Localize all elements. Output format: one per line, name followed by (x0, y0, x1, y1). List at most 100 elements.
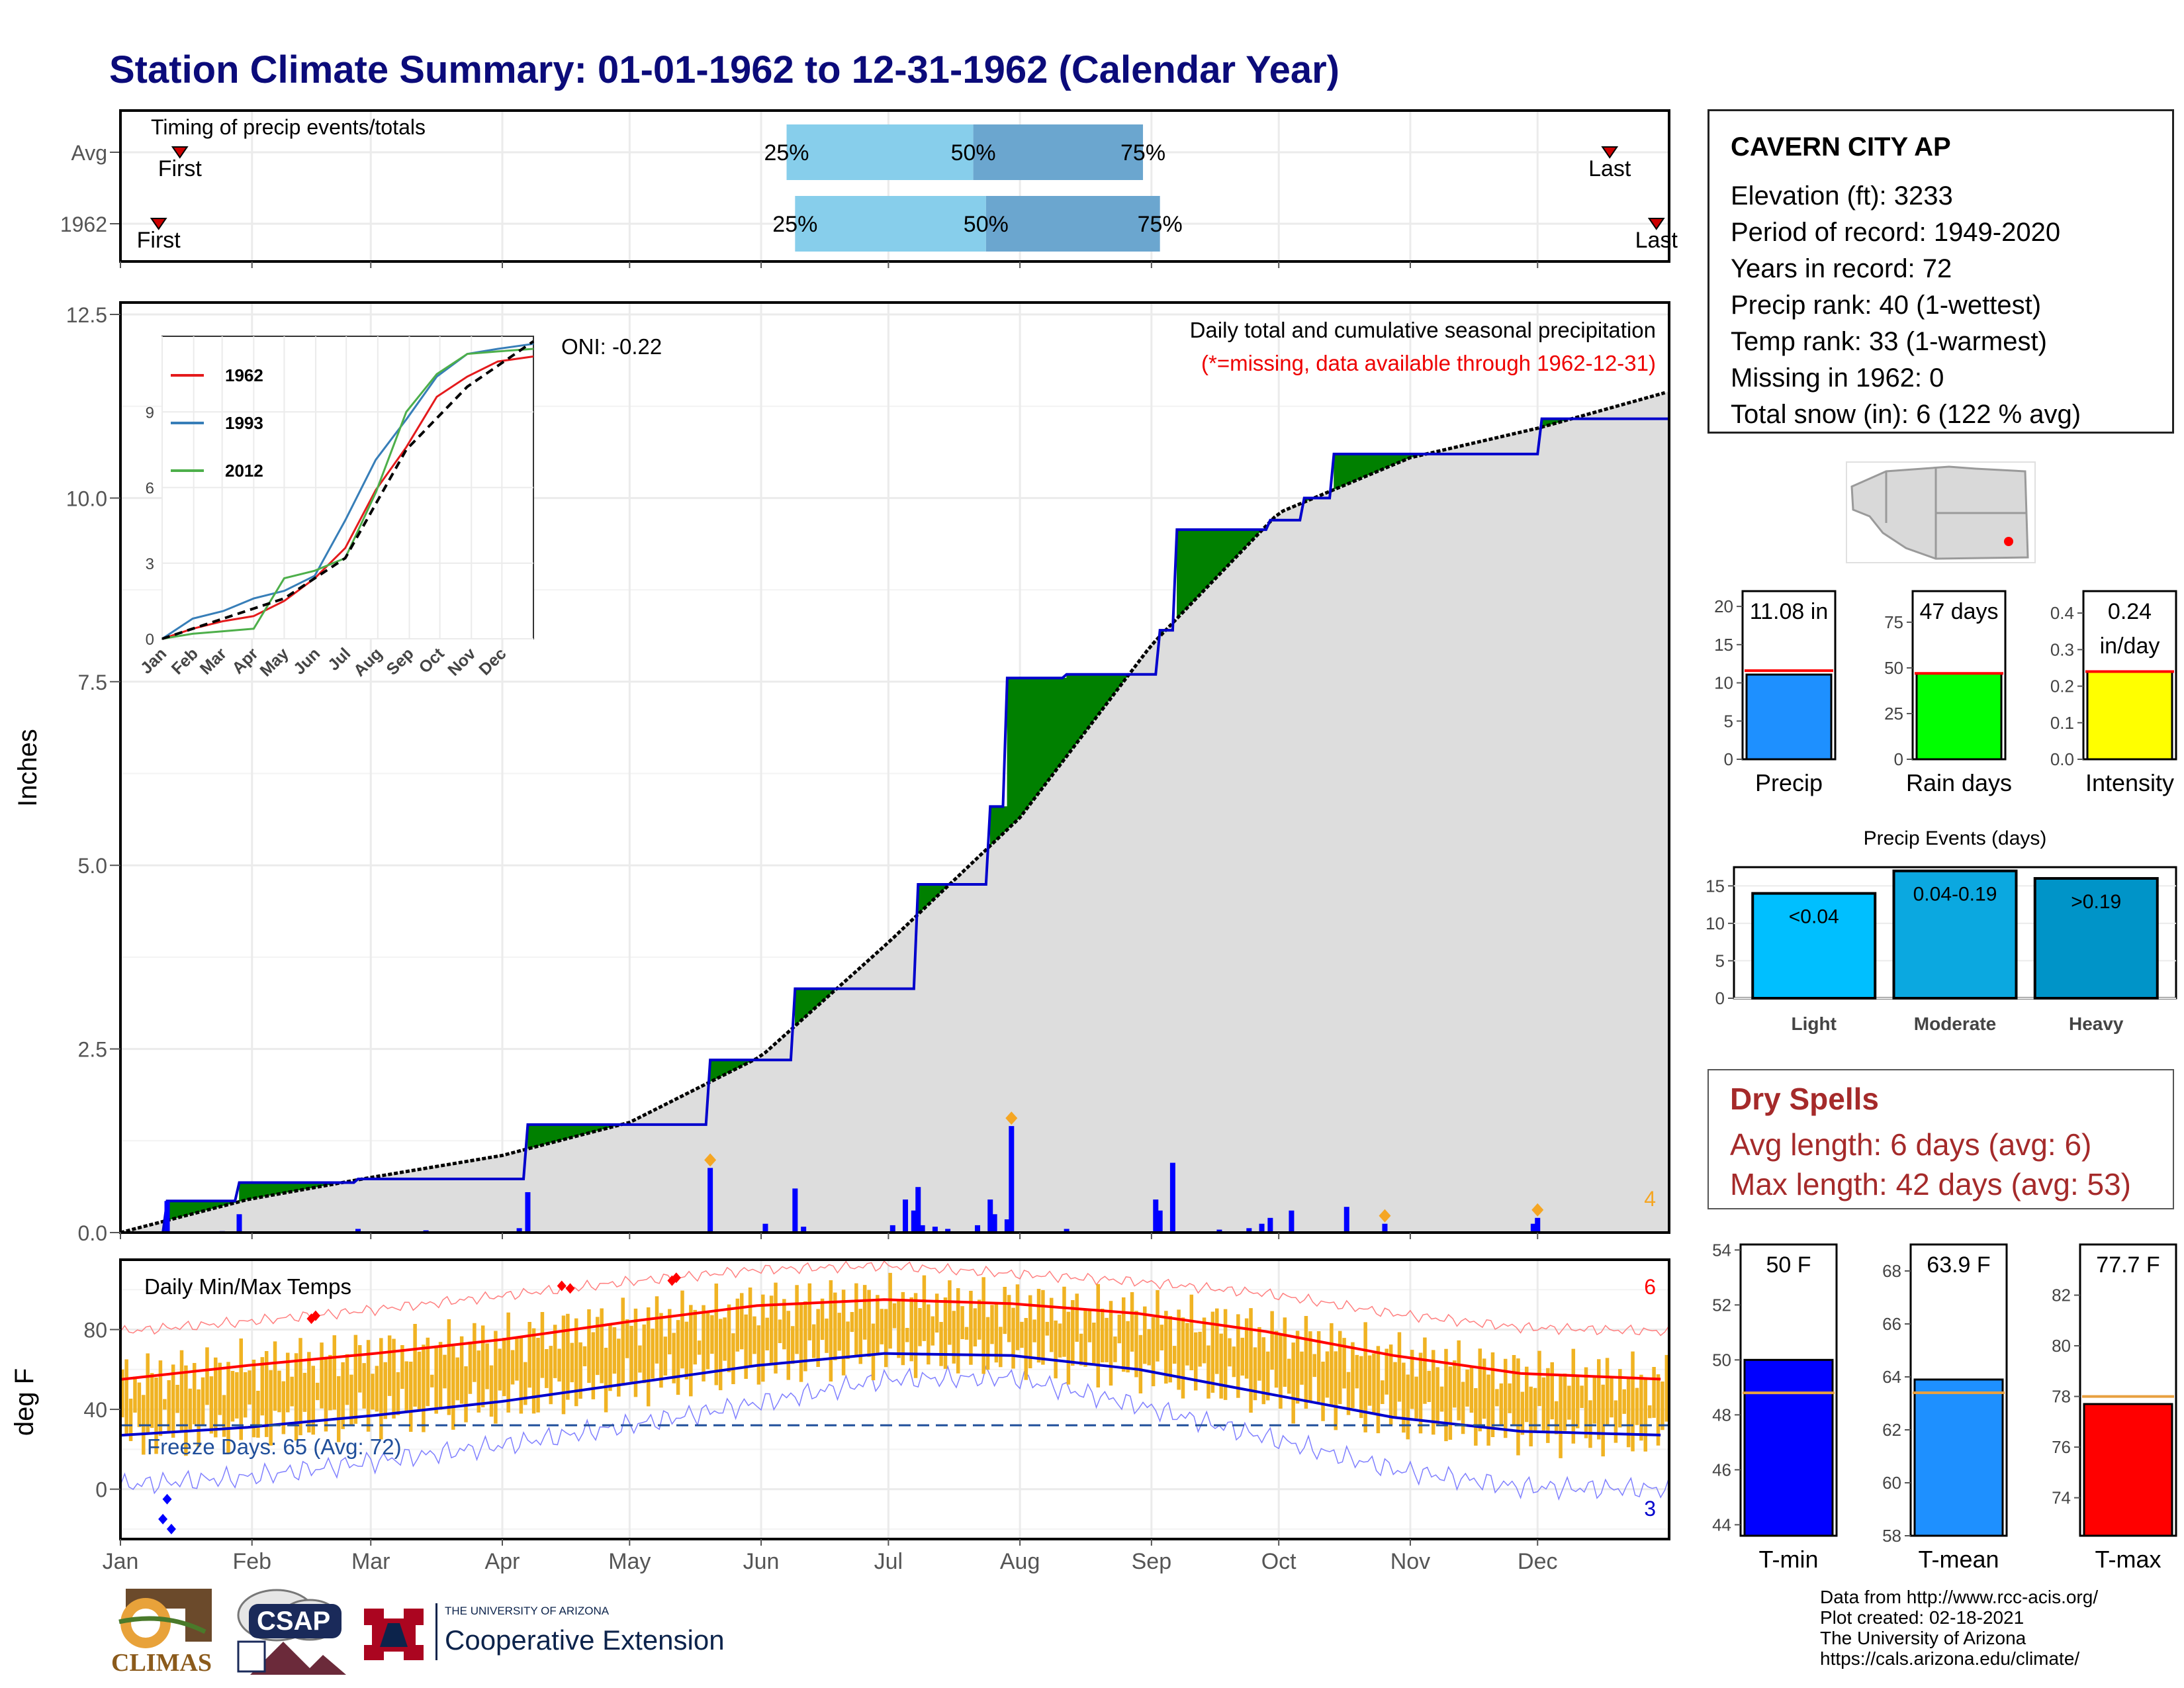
daily-precip-bar (1246, 1228, 1252, 1233)
record-high-marker (310, 1310, 320, 1321)
last-event-marker (1601, 146, 1619, 159)
inset-y-tick-label: 6 (146, 480, 154, 498)
climas-logo-text: CLIMAS (111, 1649, 212, 1677)
events-bar (1751, 892, 1877, 1000)
events-value-label: >0.19 (2071, 891, 2121, 913)
snow-event-marker (1005, 1111, 1018, 1125)
precip-y-tick-label: 12.5 (66, 303, 107, 327)
last-event-label: Last (1635, 228, 1678, 253)
temp-mean-y-tick-label: 64 (1882, 1367, 1901, 1387)
station-info-box: CAVERN CITY AP Elevation (ft): 3233 Peri… (1707, 109, 2174, 434)
inset-series-line (161, 340, 535, 640)
daily-precip-bar (1216, 1229, 1222, 1233)
record-min-line (120, 1364, 1670, 1501)
temp-x-tick-label: Jan (103, 1549, 139, 1574)
temp-x-tick-label: May (608, 1549, 651, 1574)
temp-y-axis-label: deg F (10, 1368, 39, 1436)
precip-total-value-label: in/day (2100, 633, 2160, 659)
events-y-tick-label: 5 (1715, 951, 1725, 970)
timing-panel: First Last 25% 50% 75% Avg First Last 25% 50% 75% 1… (60, 109, 1678, 268)
station-precip-rank: Precip rank: 40 (1-wettest) (1731, 291, 2042, 320)
daily-precip-bar (1259, 1223, 1265, 1233)
temp-mean-y-tick-label: 78 (2052, 1387, 2071, 1407)
snow-event-marker (704, 1153, 717, 1167)
temp-x-tick-label: Sep (1132, 1549, 1172, 1574)
precip-y-tick-label: 5.0 (78, 854, 107, 878)
precip-total-y-tick-label: 0.0 (2050, 749, 2074, 769)
daily-precip-bar (525, 1192, 531, 1233)
university-name-small: THE UNIVERSITY OF ARIZONA (445, 1605, 610, 1617)
timing-panel-title: Timing of precip events/totals (151, 115, 426, 139)
temp-mean-y-tick-label: 82 (2052, 1286, 2071, 1305)
temp-y-tick-label: 0 (95, 1478, 107, 1502)
first-event-label: First (137, 228, 181, 253)
temp-mean-category-label: T-max (2095, 1546, 2161, 1573)
first-event-marker (171, 146, 189, 159)
daily-precip-bar (915, 1187, 921, 1233)
temp-mean-category-label: T-min (1759, 1546, 1819, 1573)
credit-url: https://cals.arizona.edu/climate/ (1820, 1648, 2080, 1669)
last-event-marker (1647, 218, 1665, 230)
daily-precip-bar (707, 1168, 713, 1233)
cooperative-extension-text: Cooperative Extension (445, 1624, 725, 1656)
temp-mean-y-tick-label: 54 (1712, 1240, 1731, 1260)
precip-total-bar (1915, 672, 2003, 761)
precip-total-y-tick-label: 0.2 (2050, 677, 2074, 696)
timing-row-label: 1962 (60, 212, 107, 236)
credits: Data from http://www.rcc-acis.org/ Plot … (1820, 1587, 2098, 1669)
temp-x-tick-label: Mar (351, 1549, 390, 1574)
daily-precip-bar (792, 1188, 798, 1233)
temp-x-tick-label: Jul (874, 1549, 903, 1574)
precip-total-y-tick-label: 0.3 (2050, 639, 2074, 659)
temp-mean-y-tick-label: 44 (1712, 1515, 1731, 1534)
daily-precip-bar (762, 1223, 768, 1233)
temp-panel: 0 40 80 Jan Feb Mar Apr May Jun Jul Aug Sep Oct Nov De… (10, 1258, 1670, 1574)
timing-bar-25-50 (795, 196, 986, 252)
precip-total-y-tick-label: 15 (1714, 635, 1733, 655)
precip-total-y-tick-label: 5 (1724, 711, 1733, 731)
temp-mean-y-tick-label: 62 (1882, 1420, 1901, 1440)
precip-total-y-tick-label: 0 (1894, 749, 1903, 769)
station-missing: Missing in 1962: 0 (1731, 363, 1944, 393)
temp-x-tick-label: Dec (1518, 1549, 1557, 1574)
temp-mean-category-label: T-mean (1918, 1546, 1999, 1573)
events-value-label: <0.04 (1789, 906, 1839, 928)
snow-event-count: 4 (1644, 1187, 1656, 1211)
dry-spells-avg: Avg length: 6 days (avg: 6) (1730, 1127, 2092, 1162)
events-y-tick-label: 15 (1706, 876, 1725, 896)
timing-bar-50-75 (985, 196, 1160, 252)
normal-cumulative-line (120, 391, 1666, 1235)
dry-spells-max: Max length: 42 days (avg: 53) (1730, 1167, 2131, 1201)
credit-plot-created: Plot created: 02-18-2021 (1820, 1607, 2025, 1628)
p25-label: 25% (764, 140, 809, 165)
daily-precip-bar (932, 1227, 938, 1233)
events-category-label: Moderate (1914, 1013, 1996, 1034)
temp-mean-bar (1743, 1358, 1834, 1537)
daily-precip-bar (889, 1225, 895, 1233)
events-bar (2033, 876, 2159, 1000)
first-event-marker (150, 218, 167, 230)
inset-legend-label: 2012 (225, 461, 263, 481)
freeze-days-label: Freeze Days: 65 (Avg: 72) (147, 1434, 402, 1459)
daily-precip-bar (911, 1210, 917, 1233)
climas-logo: CLIMAS (106, 1582, 218, 1681)
temp-frame (119, 1258, 1670, 1540)
daily-precip-bar (516, 1228, 522, 1233)
timing-row-label: Avg (71, 141, 107, 165)
temp-means-panel: 44 46 48 50 52 54 T-min 50 F 58 60 62 64 66 68 T-mean 6… (1712, 1240, 2177, 1573)
precip-total-category-label: Precip (1755, 769, 1823, 796)
precip-total-y-tick-label: 75 (1884, 612, 1903, 632)
inset-y-tick-label: 9 (146, 404, 154, 422)
record-high-marker (565, 1283, 575, 1294)
inset-legend-label: 1962 (225, 365, 263, 385)
timing-bar-50-75 (973, 124, 1144, 180)
record-high-marker (671, 1272, 681, 1284)
page-title: Station Climate Summary: 01-01-1962 to 1… (109, 48, 1340, 91)
precip-y-tick-label: 7.5 (78, 671, 107, 694)
precip-total-value-label: 11.08 in (1750, 599, 1828, 624)
temp-mean-y-tick-label: 66 (1882, 1314, 1901, 1334)
precip-y-tick-label: 10.0 (66, 487, 107, 510)
snow-event-marker (1531, 1203, 1544, 1217)
daily-precip-bar (1267, 1217, 1273, 1233)
daily-precip-bar (1530, 1223, 1536, 1233)
